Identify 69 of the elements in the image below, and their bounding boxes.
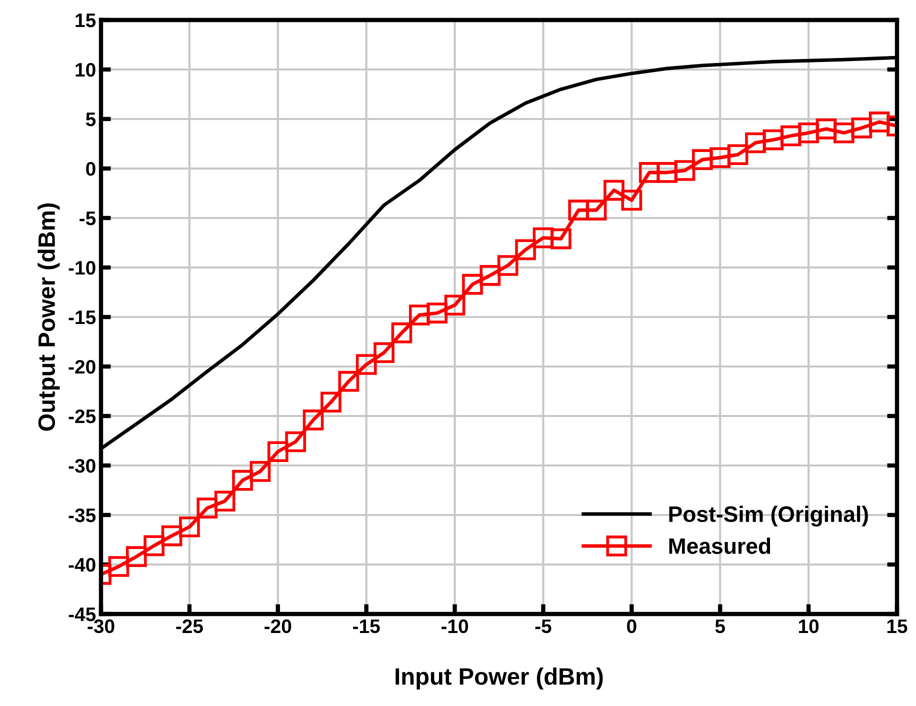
y-tick-label: -35 [68,508,96,522]
point [320,392,342,413]
point [179,516,200,538]
point [126,546,147,567]
y-axis-title: Output Power (dBm) [38,203,60,431]
x-axis-title: Input Power (dBm) [396,668,603,690]
y-tick-label: -45 [68,608,96,622]
y-tick-label: 5 [86,112,96,126]
point [868,112,890,132]
y-tick-label: -5 [80,212,96,226]
point [727,144,748,166]
x-tick-label: 5 [715,620,725,634]
x-tick-label: 0 [627,619,636,634]
y-tick-label: 15 [76,14,96,28]
point [285,431,306,452]
point [515,239,536,260]
point [851,117,872,138]
legend-label: Measured [669,538,770,554]
point [232,470,253,491]
point [586,200,607,220]
x-tick-label: -5 [535,620,552,634]
y-tick-label: -30 [68,458,96,473]
point [214,490,236,512]
x-tick-label: -20 [264,619,292,634]
point [108,556,130,577]
point [798,122,819,144]
y-tick-label: 0 [86,162,96,176]
point [762,129,784,150]
point [692,149,713,170]
point [674,160,696,181]
point [550,228,572,250]
point [745,132,766,154]
point [302,410,324,430]
point [161,525,182,546]
point [497,255,518,276]
y-tick-label: -15 [68,310,96,324]
point [710,147,731,168]
point [144,535,164,556]
y-tick-label: -20 [68,360,96,374]
x-tick-label: -10 [441,619,468,634]
point [462,274,483,295]
point [356,354,377,375]
legend-label: Post-Sim (Original) [669,506,868,527]
point [374,342,394,364]
point [816,118,837,140]
point [426,302,448,324]
x-tick-label: 15 [887,620,908,634]
point [250,461,271,482]
point [267,441,288,462]
x-tick-label: -15 [353,620,380,634]
point [568,200,590,220]
y-tick-label: 10 [76,62,96,77]
y-tick-label: -25 [68,409,96,424]
point [338,370,360,392]
y-tick-label: -40 [68,558,96,572]
point [621,190,642,211]
point [638,162,660,183]
point [480,265,501,286]
point [604,180,624,201]
point [532,227,554,248]
x-tick-label: -25 [176,619,203,634]
point [780,125,802,146]
x-tick-label: 10 [798,619,819,634]
point [444,294,466,316]
y-tick-label: -10 [68,260,96,275]
point [196,498,218,518]
point [391,322,412,344]
point [408,304,430,326]
point [834,122,854,144]
